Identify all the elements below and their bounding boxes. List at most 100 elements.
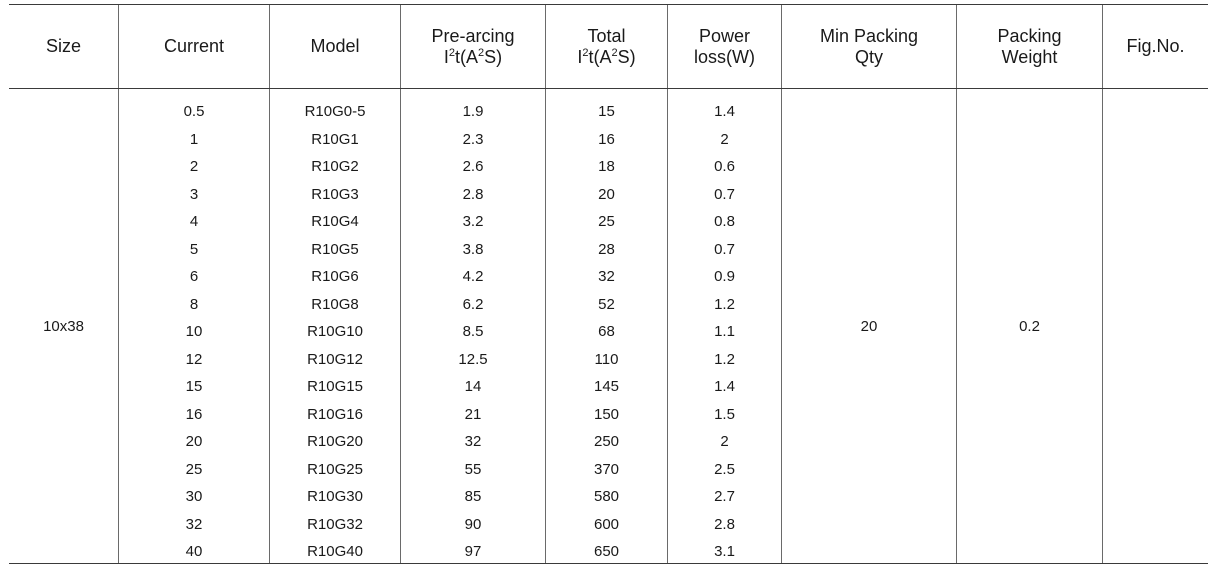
header-total-post: S) — [617, 46, 636, 67]
header-size: Size — [9, 5, 119, 88]
cell-pre: 1.9 — [462, 103, 484, 120]
header-min-packing-line1: Min Packing — [819, 25, 919, 46]
header-model-label: Model — [310, 36, 360, 56]
cell-model: R10G30 — [307, 488, 363, 505]
cell-total: 600 — [593, 515, 620, 533]
cell-pre: 2.3 — [462, 130, 484, 148]
min-packing-qty-cell: 20 — [782, 89, 957, 563]
cell-total: 32 — [598, 268, 615, 285]
size-value: 10x38 — [43, 317, 84, 335]
cell-power: 2 — [720, 130, 729, 148]
header-model: Model — [270, 5, 401, 88]
header-power-line1: Power — [698, 25, 751, 46]
cell-current: 40 — [185, 543, 203, 560]
cell-power: 1.4 — [714, 103, 735, 120]
header-power-loss: Power loss(W) — [668, 5, 782, 88]
cell-pre: 2.8 — [462, 185, 484, 203]
power-loss-column: 1.4 2 0.6 0.7 0.8 0.7 0.9 1.2 1.1 1.2 1.4 1.5 2 2.5 2.… — [668, 89, 782, 563]
header-packing-weight-line2: Weight — [1001, 46, 1058, 67]
cell-model: R10G2 — [311, 158, 359, 175]
header-total-i: I — [577, 46, 583, 67]
cell-current: 12 — [185, 350, 203, 368]
cell-pre: 90 — [464, 515, 482, 533]
cell-model: R10G6 — [311, 268, 359, 285]
cell-total: 16 — [598, 130, 615, 148]
header-total-line1: Total — [587, 25, 626, 46]
cell-current: 30 — [185, 488, 203, 505]
cell-model: R10G15 — [307, 378, 363, 395]
cell-model: R10G12 — [307, 350, 363, 368]
size-cell: 10x38 — [9, 89, 119, 563]
header-fig-no: Fig.No. — [1103, 5, 1208, 88]
cell-model: R10G1 — [311, 130, 359, 148]
cell-current: 10 — [185, 323, 203, 340]
cell-model: R10G5 — [311, 240, 359, 258]
header-total-mid: t(A — [588, 46, 612, 67]
cell-current: 8 — [189, 295, 199, 313]
cell-total: 15 — [598, 103, 615, 120]
header-packing-weight: Packing Weight — [957, 5, 1103, 88]
model-column: R10G0-5 R10G1 R10G2 R10G3 R10G4 R10G5 R10G6 R10… — [270, 89, 401, 563]
cell-model: R10G3 — [311, 185, 359, 203]
cell-total: 28 — [598, 240, 615, 258]
total-column: 15 16 18 20 25 28 32 52 68 110 145 150 250 370 580 600 6… — [546, 89, 668, 563]
packing-weight-cell: 0.2 — [957, 89, 1103, 563]
cell-total: 68 — [598, 323, 615, 340]
table-header-row: Size Current Model Pre-arcing I2t(A2S) T… — [9, 5, 1208, 89]
header-min-packing-qty: Min Packing Qty — [782, 5, 957, 88]
cell-model: R10G8 — [311, 295, 359, 313]
cell-total: 18 — [598, 158, 615, 175]
header-pre-arcing-sup2: 2 — [478, 46, 485, 59]
cell-current: 4 — [189, 213, 199, 230]
cell-pre: 21 — [464, 405, 482, 423]
header-pre-arcing: Pre-arcing I2t(A2S) — [401, 5, 546, 88]
cell-total: 650 — [593, 543, 620, 560]
cell-model: R10G0-5 — [304, 103, 366, 120]
table-grid: Size Current Model Pre-arcing I2t(A2S) T… — [9, 4, 1208, 564]
cell-power: 1.2 — [714, 295, 735, 313]
cell-model: R10G16 — [307, 405, 363, 423]
cell-power: 2.8 — [714, 515, 735, 533]
current-column: 0.5 1 2 3 4 5 6 8 10 12 15 16 20 25 30 32 40 — [119, 89, 270, 563]
cell-pre: 4.2 — [462, 268, 484, 285]
cell-power: 0.8 — [714, 213, 735, 230]
cell-power: 1.2 — [714, 350, 735, 368]
cell-power: 0.6 — [714, 158, 735, 175]
header-total-sup2: 2 — [611, 46, 618, 59]
header-fig-no-label: Fig.No. — [1126, 36, 1185, 56]
min-packing-qty-value: 20 — [860, 317, 878, 335]
header-current-label: Current — [163, 36, 225, 56]
cell-power: 0.9 — [714, 268, 735, 285]
header-pre-arcing-line2: I2t(A2S) — [444, 47, 502, 68]
cell-total: 20 — [598, 185, 615, 203]
cell-current: 6 — [189, 268, 199, 285]
cell-power: 1.1 — [714, 323, 735, 340]
cell-pre: 8.5 — [462, 323, 484, 340]
cell-model: R10G4 — [311, 213, 359, 230]
cell-total: 52 — [598, 295, 615, 313]
cell-model: R10G25 — [307, 460, 363, 478]
fig-no-cell — [1103, 89, 1208, 563]
header-total: Total I2t(A2S) — [546, 5, 668, 88]
header-pre-arcing-mid: t(A — [455, 46, 479, 67]
header-min-packing-line2: Qty — [854, 46, 883, 67]
cell-total: 110 — [594, 350, 619, 368]
pre-arcing-column: 1.9 2.3 2.6 2.8 3.2 3.8 4.2 6.2 8.5 12.5 14 21 32 55 8… — [401, 89, 546, 563]
header-current: Current — [119, 5, 270, 88]
cell-current: 20 — [185, 433, 203, 450]
cell-model: R10G20 — [307, 433, 363, 450]
cell-power: 1.5 — [714, 405, 735, 423]
cell-power: 2 — [720, 433, 729, 450]
cell-total: 250 — [593, 433, 620, 450]
header-pre-arcing-i: I — [443, 46, 449, 67]
cell-pre: 3.2 — [462, 213, 484, 230]
cell-total: 145 — [593, 378, 620, 395]
header-total-sup1: 2 — [582, 46, 589, 59]
cell-pre: 85 — [464, 488, 482, 505]
cell-model: R10G40 — [307, 543, 363, 560]
cell-pre: 2.6 — [462, 158, 484, 175]
cell-current: 16 — [185, 405, 203, 423]
cell-pre: 55 — [464, 460, 482, 478]
cell-pre: 14 — [464, 378, 482, 395]
